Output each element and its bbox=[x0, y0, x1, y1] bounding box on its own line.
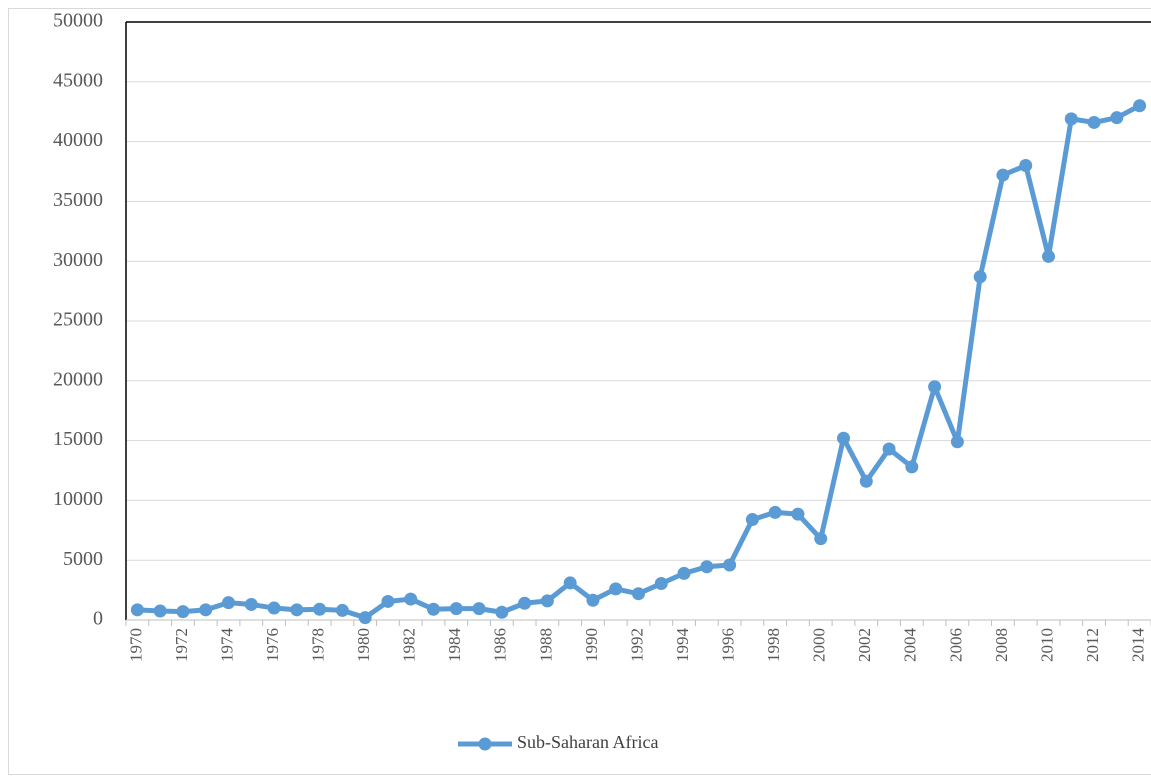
x-tick-label: 1984 bbox=[445, 628, 464, 663]
data-point bbox=[449, 602, 463, 616]
data-point bbox=[222, 596, 235, 610]
y-tick-label: 30000 bbox=[53, 249, 103, 271]
data-point bbox=[586, 593, 600, 607]
y-tick-label: 15000 bbox=[53, 428, 103, 450]
data-point bbox=[677, 566, 691, 580]
data-point bbox=[859, 474, 873, 488]
x-tick-label: 1996 bbox=[719, 628, 738, 662]
data-point bbox=[495, 605, 509, 619]
x-tick-label: 2006 bbox=[946, 628, 965, 662]
data-point bbox=[358, 611, 372, 625]
data-point bbox=[563, 576, 577, 590]
data-point bbox=[1042, 249, 1055, 263]
data-point bbox=[267, 601, 281, 615]
data-point bbox=[244, 597, 258, 611]
x-tick-label: 1994 bbox=[673, 628, 692, 663]
data-point bbox=[153, 604, 167, 618]
data-point bbox=[837, 431, 850, 445]
data-point bbox=[700, 560, 714, 574]
x-tick-label: 1992 bbox=[627, 628, 646, 662]
data-point bbox=[404, 592, 418, 606]
data-point bbox=[1019, 159, 1033, 173]
legend-marker bbox=[478, 737, 492, 751]
y-tick-label: 35000 bbox=[53, 189, 103, 211]
data-point bbox=[130, 603, 144, 617]
x-tick-label: 1974 bbox=[217, 628, 236, 663]
y-tick-label: 20000 bbox=[53, 368, 103, 390]
x-tick-label: 2000 bbox=[810, 628, 829, 662]
data-point bbox=[654, 577, 668, 591]
y-tick-label: 5000 bbox=[63, 548, 103, 570]
data-point bbox=[882, 442, 896, 456]
chart-border bbox=[8, 8, 1151, 775]
x-tick-label: 1972 bbox=[172, 628, 191, 662]
data-point bbox=[609, 582, 623, 596]
data-point bbox=[928, 380, 942, 394]
x-tick-label: 1976 bbox=[263, 628, 282, 662]
x-tick-label: 1980 bbox=[354, 628, 373, 662]
x-tick-label: 1986 bbox=[491, 628, 510, 662]
x-tick-label: 2012 bbox=[1083, 628, 1102, 662]
data-point bbox=[1064, 112, 1078, 126]
y-tick-label: 45000 bbox=[53, 69, 103, 91]
data-point bbox=[996, 168, 1010, 182]
y-tick-label: 40000 bbox=[53, 129, 103, 151]
data-point bbox=[472, 602, 486, 616]
y-tick-label: 10000 bbox=[53, 488, 103, 510]
x-tick-label: 1990 bbox=[582, 628, 601, 662]
data-point bbox=[905, 460, 919, 474]
data-point bbox=[745, 513, 759, 527]
data-point bbox=[1133, 99, 1147, 113]
data-point bbox=[973, 270, 987, 284]
data-point bbox=[335, 603, 349, 617]
data-point bbox=[427, 602, 440, 616]
x-tick-label: 2004 bbox=[901, 628, 920, 663]
data-point bbox=[814, 532, 828, 546]
x-tick-label: 1978 bbox=[309, 628, 328, 662]
data-point bbox=[1087, 115, 1101, 129]
data-point bbox=[768, 505, 782, 519]
data-point bbox=[632, 587, 645, 601]
data-point bbox=[199, 603, 213, 617]
x-tick-label: 1998 bbox=[764, 628, 783, 662]
data-point bbox=[176, 605, 190, 619]
x-tick-label: 1970 bbox=[126, 628, 145, 662]
data-point bbox=[723, 558, 737, 572]
x-tick-label: 1988 bbox=[536, 628, 555, 662]
y-tick-label: 0 bbox=[93, 608, 103, 630]
series-line bbox=[137, 103, 1141, 621]
grid bbox=[126, 21, 1151, 621]
data-point bbox=[1110, 111, 1124, 125]
data-point bbox=[313, 602, 327, 616]
data-point bbox=[540, 594, 554, 608]
x-tick-label: 1982 bbox=[400, 628, 419, 662]
data-point bbox=[950, 435, 964, 449]
data-point bbox=[791, 507, 805, 521]
x-tick-label: 2010 bbox=[1037, 628, 1056, 662]
legend-label: Sub-Saharan Africa bbox=[517, 732, 658, 752]
x-tick-label: 2002 bbox=[855, 628, 874, 662]
y-tick-label: 50000 bbox=[53, 10, 103, 32]
x-tick-label: 2014 bbox=[1129, 628, 1148, 663]
x-tick-label: 2008 bbox=[992, 628, 1011, 662]
data-point bbox=[381, 594, 395, 608]
data-point bbox=[290, 603, 304, 617]
data-point bbox=[518, 596, 532, 610]
y-tick-label: 25000 bbox=[53, 309, 103, 331]
